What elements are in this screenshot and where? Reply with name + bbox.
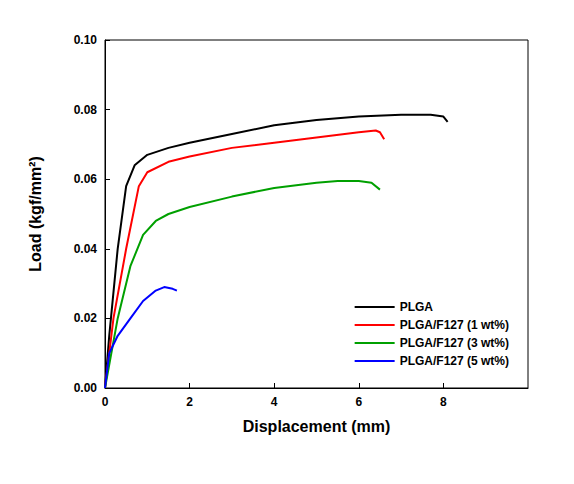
svg-text:0.08: 0.08 (74, 103, 98, 117)
svg-text:0.00: 0.00 (74, 381, 98, 395)
svg-text:0.02: 0.02 (74, 311, 98, 325)
svg-text:0.10: 0.10 (74, 33, 98, 47)
svg-text:Load (kgf/mm²): Load (kgf/mm²) (27, 156, 44, 272)
svg-text:PLGA/F127 (1 wt%): PLGA/F127 (1 wt%) (400, 318, 509, 332)
svg-text:0.06: 0.06 (74, 172, 98, 186)
svg-text:8: 8 (440, 395, 447, 409)
svg-text:0: 0 (102, 395, 109, 409)
svg-text:0.04: 0.04 (74, 242, 98, 256)
svg-text:4: 4 (271, 395, 278, 409)
svg-text:PLGA: PLGA (400, 300, 434, 314)
svg-text:PLGA/F127 (3 wt%): PLGA/F127 (3 wt%) (400, 336, 509, 350)
svg-text:2: 2 (186, 395, 193, 409)
svg-text:6: 6 (355, 395, 362, 409)
svg-text:PLGA/F127 (5 wt%): PLGA/F127 (5 wt%) (400, 354, 509, 368)
svg-text:Displacement (mm): Displacement (mm) (243, 418, 391, 435)
